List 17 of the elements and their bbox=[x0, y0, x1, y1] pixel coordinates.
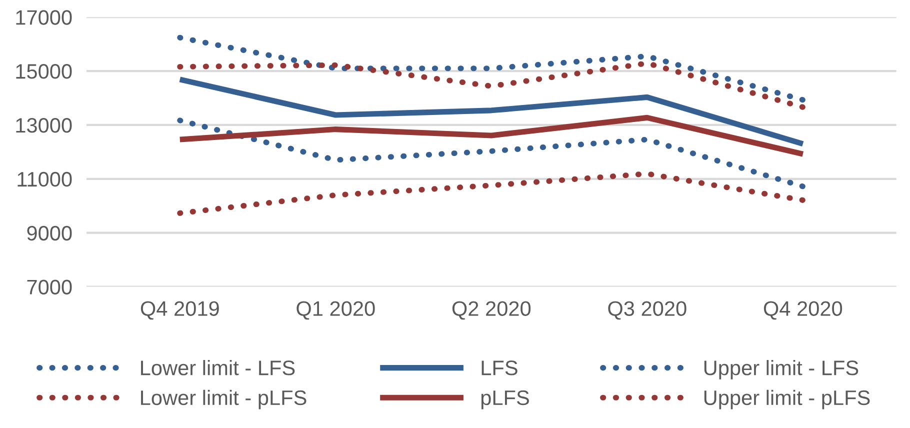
x-tick-label: Q4 2019 bbox=[140, 301, 219, 320]
legend-label: Upper limit - pLFS bbox=[704, 390, 870, 410]
x-tick-label: Q4 2020 bbox=[764, 301, 842, 320]
x-tick-label: Q3 2020 bbox=[608, 301, 686, 320]
legend-label: LFS bbox=[482, 360, 518, 376]
x-tick-label: Q1 2020 bbox=[296, 301, 375, 320]
y-tick-label: 9000 bbox=[27, 226, 72, 241]
y-tick-label: 17000 bbox=[16, 10, 72, 25]
legend-label: Lower limit - pLFS bbox=[141, 390, 306, 410]
legend-label: Lower limit - LFS bbox=[141, 360, 295, 376]
legend-label: Upper limit - LFS bbox=[704, 360, 858, 380]
x-tick-label: Q2 2020 bbox=[452, 301, 531, 320]
y-tick-label: 13000 bbox=[16, 118, 72, 133]
y-tick-label: 15000 bbox=[16, 64, 72, 79]
y-tick-label: 11000 bbox=[18, 172, 72, 187]
legend-label: pLFS bbox=[481, 390, 529, 410]
y-tick-label: 7000 bbox=[27, 280, 72, 295]
